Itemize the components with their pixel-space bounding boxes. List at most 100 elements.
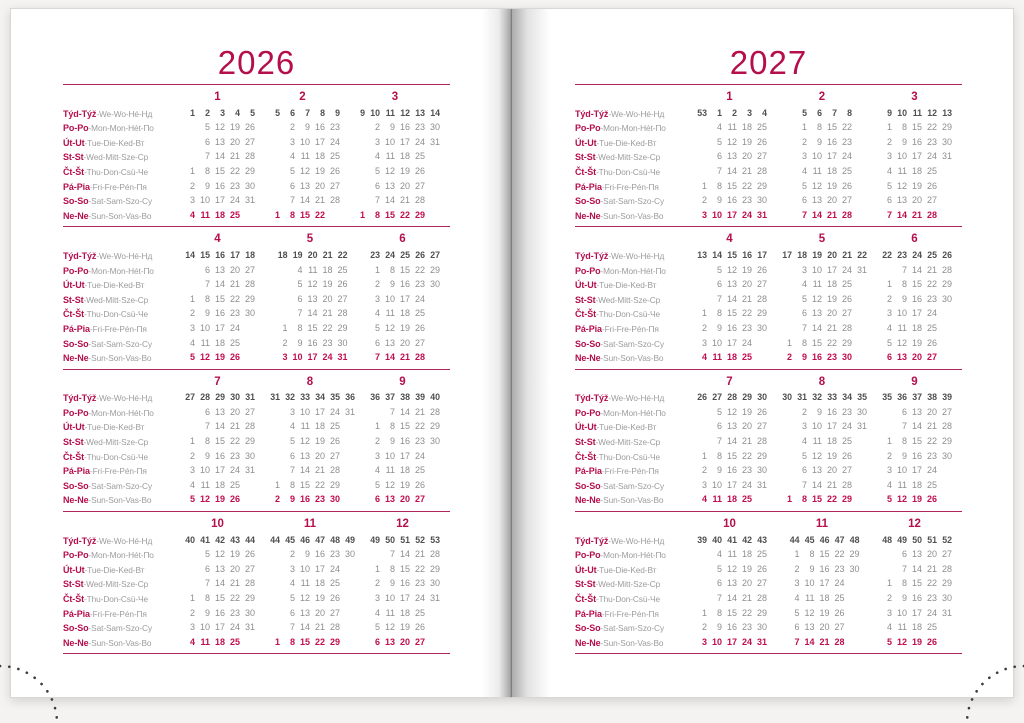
month-number: 2 [818, 91, 826, 103]
date-cell [425, 635, 440, 650]
date-cell: 15 [384, 209, 395, 220]
date-cell: 19 [911, 180, 922, 191]
day-row-we: 4 11 18 25 [777, 434, 867, 449]
date-cell: 14 [299, 622, 310, 633]
week-number: 49 [370, 534, 380, 545]
date-cell: 20 [741, 279, 752, 290]
date-cell: 15 [726, 450, 737, 461]
date-cell: 9 [816, 136, 822, 147]
weekday-label-row: Pá-Pia-Fri-Fre-Pén-Пя [63, 606, 180, 621]
date-cell: 8 [204, 593, 210, 603]
weekday-label-cz-sk: St-St [575, 294, 596, 305]
date-cell: 2 [801, 406, 807, 417]
date-cell: 15 [299, 209, 310, 220]
date-cell: 29 [429, 421, 440, 432]
week-number: 36 [897, 392, 907, 403]
weekday-label-row: St-St-Wed-Mitt-Sze-Ср [575, 149, 692, 164]
weekday-label-cz-sk: So-So [63, 196, 89, 207]
date-cell: 31 [941, 151, 952, 162]
date-cell: 16 [811, 352, 822, 363]
date-cell: 22 [926, 279, 937, 290]
date-cell: 10 [896, 607, 907, 618]
weekday-label-cz-sk: Týd-Týž [575, 250, 609, 261]
date-cell: 23 [314, 494, 325, 505]
date-cell: 3 [886, 151, 892, 162]
week-number: 29 [215, 392, 225, 403]
weekday-label-row: Pá-Pia-Fri-Fre-Pén-Пя [575, 179, 692, 194]
week-number: 5 [250, 107, 255, 118]
date-cell: 31 [756, 636, 767, 647]
weekday-label-cz-sk: Týd-Týž [63, 535, 97, 546]
date-cell: 5 [204, 549, 210, 560]
weekday-label-row: Po-Po-Mon-Mon-Hét-По [63, 120, 180, 135]
day-row-mo: 4 11 18 25 [273, 263, 347, 278]
date-cell [240, 350, 255, 365]
week-number: 36 [370, 392, 380, 403]
date-cell: 2 [374, 578, 380, 589]
date-cell: 20 [911, 352, 922, 363]
month-block: 3 9 10 11 12 13 14 2 9 16 23 30 3 10 17 24 31 4 11 18 25 5 12 1… [350, 91, 440, 222]
month-band: Týd-Týž-We-Wo-Hé-Нд Po-Po-Mon-Mon-Hét-По Ú… [63, 85, 450, 228]
date-cell [752, 336, 767, 351]
date-cell: 6 [289, 180, 295, 191]
date-cell [777, 463, 792, 478]
date-cell [340, 576, 355, 591]
date-cell: 8 [389, 563, 395, 574]
weekday-label-cz-sk: So-So [575, 196, 601, 207]
date-cell: 18 [826, 279, 837, 290]
date-cell: 24 [841, 421, 852, 432]
date-cell: 21 [911, 209, 922, 220]
date-cell: 8 [204, 436, 210, 447]
date-cell [340, 492, 355, 507]
day-row-sa: 4 11 18 25 [180, 336, 255, 351]
date-cell: 5 [794, 607, 800, 618]
date-cell: 3 [374, 593, 380, 603]
day-row-th: 4 11 18 25 [365, 306, 440, 321]
weekday-label-column: Týd-Týž-We-Wo-Hé-Нд Po-Po-Mon-Mon-Hét-По Ú… [63, 91, 180, 222]
date-cell: 21 [926, 421, 937, 432]
date-cell: 10 [292, 352, 303, 363]
weekday-label-cz-sk: Čt-Št [575, 451, 596, 462]
week-number: 10 [897, 107, 907, 118]
date-cell: 9 [716, 465, 722, 476]
day-row-th: 2 9 16 23 30 [180, 306, 255, 321]
date-cell: 18 [911, 322, 922, 333]
date-cell: 8 [389, 264, 395, 275]
date-cell: 7 [374, 195, 380, 206]
date-cell: 5 [716, 264, 722, 275]
week-number: 40 [185, 534, 195, 545]
date-cell: 15 [911, 122, 922, 133]
date-cell: 2 [886, 450, 892, 461]
date-cell: 26 [756, 406, 767, 417]
date-cell: 6 [901, 549, 907, 560]
date-cell: 20 [926, 406, 937, 417]
week-number: 32 [812, 392, 822, 403]
date-cell: 15 [214, 165, 225, 176]
date-cell: 27 [414, 636, 425, 647]
date-cell: 25 [414, 465, 425, 476]
weekday-label-intl: -Fri-Fre-Pén-Пя [601, 466, 659, 477]
day-row-sa: 1 8 15 22 29 [265, 478, 355, 493]
weekday-label-intl: -Sun-Son-Vas-Во [600, 637, 664, 648]
week-number: 18 [245, 249, 255, 260]
weekday-label-intl: -Mon-Mon-Hét-По [600, 407, 666, 418]
day-row-tu: 1 8 15 22 29 [877, 277, 952, 292]
date-cell: 15 [214, 436, 225, 447]
date-cell [265, 463, 280, 478]
day-row-tu: 4 11 18 25 [777, 277, 867, 292]
date-cell: 12 [896, 494, 907, 505]
weekday-label-intl: -Thu-Don-Csü-Че [596, 594, 660, 604]
date-cell: 29 [849, 549, 860, 560]
weekday-label-row: St-St-Wed-Mitt-Sze-Ср [63, 576, 180, 591]
weekday-label-row: Pá-Pia-Fri-Fre-Pén-Пя [575, 606, 692, 621]
date-cell: 11 [812, 165, 822, 176]
date-cell: 2 [886, 136, 892, 147]
day-row-we: 3 10 17 24 [792, 149, 852, 164]
date-cell: 1 [189, 593, 195, 603]
date-cell [180, 277, 195, 292]
weekday-label-cz-sk: St-St [63, 294, 84, 305]
month-block: 6 22 23 24 25 26 7 14 21 28 1 8 15 22 29 2 9 16 23 30 3 10 17 2… [877, 233, 952, 364]
date-cell [852, 292, 867, 307]
weekday-label-intl: -Thu-Don-Csü-Че [596, 451, 660, 462]
